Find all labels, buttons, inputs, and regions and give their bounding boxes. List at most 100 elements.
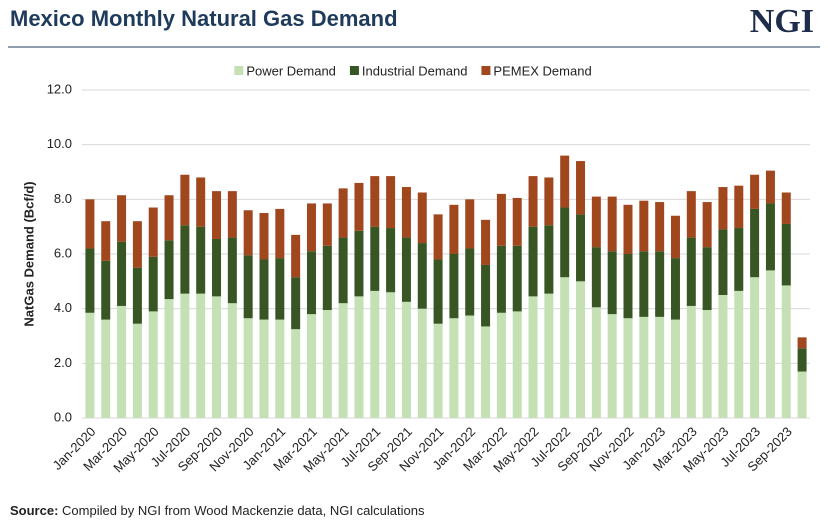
bar-segment xyxy=(164,299,174,418)
bar-segment xyxy=(576,161,586,215)
bar-segment xyxy=(496,193,506,246)
bar-segment xyxy=(85,199,95,249)
bar-segment xyxy=(417,192,427,244)
bar-segment xyxy=(227,237,237,304)
bar-segment xyxy=(734,290,744,418)
bar-segment xyxy=(180,174,190,226)
y-tick-label: 6.0 xyxy=(54,245,72,260)
bar-segment xyxy=(117,195,127,242)
y-tick-label: 0.0 xyxy=(54,409,72,424)
bar-segment xyxy=(544,293,554,418)
bar-segment xyxy=(338,237,348,304)
bar-segment xyxy=(560,155,570,208)
bar-segment xyxy=(196,226,206,294)
bar-segment xyxy=(85,312,95,418)
bar-segment xyxy=(591,247,601,308)
bar-segment xyxy=(227,191,237,238)
bar-segment xyxy=(686,237,696,306)
bar-segment xyxy=(797,348,807,372)
bar-segment xyxy=(623,318,633,418)
bar-segment xyxy=(481,264,491,327)
bar-segment xyxy=(496,245,506,313)
bar-segment xyxy=(797,337,807,349)
legend-swatch xyxy=(234,66,244,75)
bar-segment xyxy=(306,203,316,252)
bar-segment xyxy=(338,303,348,418)
legend-label: PEMEX Demand xyxy=(493,63,591,78)
bar-segment xyxy=(117,241,127,306)
bar-segment xyxy=(576,281,586,418)
bar-segment xyxy=(686,305,696,418)
bar-segment xyxy=(370,226,380,291)
bar-segment xyxy=(607,251,617,315)
bar-segment xyxy=(117,305,127,418)
bar-segment xyxy=(401,237,411,302)
bar-segment xyxy=(449,204,459,254)
bar-segment xyxy=(449,254,459,319)
bar-segment xyxy=(718,229,728,295)
bar-segment xyxy=(180,225,190,294)
legend-swatch xyxy=(349,66,359,75)
y-tick-label: 8.0 xyxy=(54,191,72,206)
bar-segment xyxy=(164,240,174,300)
bar-segment xyxy=(591,196,601,248)
bar-segment xyxy=(686,191,696,238)
y-tick-label: 2.0 xyxy=(54,355,72,370)
bar-segment xyxy=(465,315,475,418)
bar-segment xyxy=(512,311,522,418)
bar-segment xyxy=(370,290,380,418)
bar-segment xyxy=(639,200,649,252)
bar-segment xyxy=(702,202,712,248)
bar-segment xyxy=(702,247,712,311)
bar-segment xyxy=(417,308,427,418)
legend-label: Industrial Demand xyxy=(362,63,468,78)
bar-segment xyxy=(148,256,158,312)
y-tick-label: 10.0 xyxy=(47,136,72,151)
bar-segment xyxy=(148,311,158,418)
bar-segment xyxy=(259,259,269,320)
legend-label: Power Demand xyxy=(246,63,336,78)
bar-segment xyxy=(639,251,649,317)
bar-segment xyxy=(481,219,491,265)
bar-segment xyxy=(765,270,775,418)
bar-segment xyxy=(212,296,222,418)
bar-segment xyxy=(781,223,791,286)
bar-segment xyxy=(259,319,269,418)
bar-segment xyxy=(433,214,443,260)
bar-segment xyxy=(750,174,760,209)
bar-segment xyxy=(275,208,285,259)
bar-segment xyxy=(275,258,285,320)
bar-segment xyxy=(528,176,538,227)
bar-segment xyxy=(544,177,554,226)
bar-segment xyxy=(322,310,332,418)
bar-segment xyxy=(148,207,158,257)
bar-segment xyxy=(655,251,665,317)
bar-segment xyxy=(101,221,111,261)
bar-segment xyxy=(243,210,253,256)
bar-segment xyxy=(718,187,728,230)
bar-segment xyxy=(322,245,332,311)
bar-segment xyxy=(338,188,348,238)
bar-segment xyxy=(607,196,617,252)
bar-segment xyxy=(560,207,570,278)
bar-segment xyxy=(306,314,316,418)
bar-segment xyxy=(291,329,301,418)
y-axis-label: NatGas Demand (Bcf/d) xyxy=(21,181,36,326)
bar-segment xyxy=(765,170,775,204)
bar-segment xyxy=(132,221,142,268)
bar-segment xyxy=(132,267,142,324)
bar-segment xyxy=(797,371,807,418)
y-tick-label: 4.0 xyxy=(54,300,72,315)
bar-segment xyxy=(750,277,760,418)
bar-segment xyxy=(702,310,712,418)
bar-segment xyxy=(354,182,364,231)
bar-segment xyxy=(401,301,411,418)
bar-segment xyxy=(528,226,538,297)
bar-segment xyxy=(512,245,522,312)
bar-segment xyxy=(101,319,111,418)
bar-segment xyxy=(386,228,396,293)
bar-segment xyxy=(670,258,680,320)
bar-segment xyxy=(386,176,396,229)
source-label: Source: xyxy=(10,503,58,518)
bar-segment xyxy=(259,213,269,260)
